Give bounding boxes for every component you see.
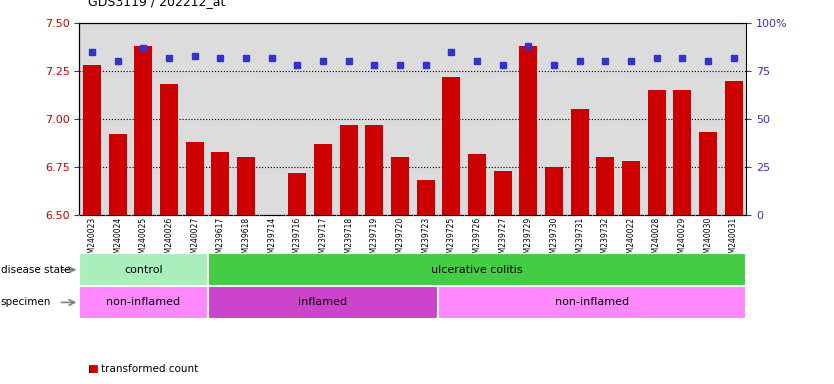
Bar	[134, 46, 153, 215]
Text: GSM240031: GSM240031	[729, 217, 738, 263]
Text: GSM239714: GSM239714	[267, 217, 276, 263]
Bar	[439, 286, 746, 319]
Bar	[596, 157, 615, 215]
Bar	[545, 167, 563, 215]
Bar	[186, 142, 203, 215]
Text: GSM239725: GSM239725	[447, 217, 456, 263]
Bar	[79, 253, 208, 286]
Text: GSM239618: GSM239618	[242, 217, 250, 263]
Text: GSM240026: GSM240026	[164, 217, 173, 263]
Text: GSM239731: GSM239731	[575, 217, 584, 263]
Text: specimen: specimen	[1, 297, 51, 308]
Bar	[622, 161, 640, 215]
Bar	[79, 286, 208, 319]
Text: non-inflamed: non-inflamed	[106, 297, 180, 308]
Text: GSM240025: GSM240025	[139, 217, 148, 263]
Text: GSM240030: GSM240030	[703, 217, 712, 263]
Text: disease state: disease state	[1, 265, 70, 275]
Text: GSM240029: GSM240029	[678, 217, 686, 263]
Bar	[520, 46, 537, 215]
Text: GSM239726: GSM239726	[473, 217, 481, 263]
Text: inflamed: inflamed	[299, 297, 348, 308]
Bar	[468, 154, 486, 215]
Text: GSM240027: GSM240027	[190, 217, 199, 263]
Text: GSM240024: GSM240024	[113, 217, 123, 263]
Bar	[211, 152, 229, 215]
Text: GSM240023: GSM240023	[88, 217, 97, 263]
Text: GSM240028: GSM240028	[652, 217, 661, 263]
Text: GSM239730: GSM239730	[550, 217, 559, 263]
Text: GSM239719: GSM239719	[369, 217, 379, 263]
Text: GDS3119 / 202212_at: GDS3119 / 202212_at	[88, 0, 225, 8]
Bar	[208, 286, 439, 319]
Text: GSM239717: GSM239717	[319, 217, 328, 263]
Text: GSM239729: GSM239729	[524, 217, 533, 263]
Text: ■: ■	[88, 364, 98, 374]
Text: GSM239732: GSM239732	[600, 217, 610, 263]
Bar	[442, 77, 460, 215]
Text: GSM240022: GSM240022	[626, 217, 636, 263]
Bar	[673, 90, 691, 215]
Text: control: control	[124, 265, 163, 275]
Text: ■ transformed count: ■ transformed count	[88, 364, 198, 374]
Bar	[699, 132, 717, 215]
Bar	[108, 134, 127, 215]
Text: GSM239718: GSM239718	[344, 217, 353, 263]
Bar	[365, 125, 384, 215]
Bar	[417, 180, 435, 215]
Bar	[237, 157, 255, 215]
Bar	[289, 173, 306, 215]
Bar	[570, 109, 589, 215]
Bar	[648, 90, 666, 215]
Text: non-inflamed: non-inflamed	[555, 297, 630, 308]
Bar	[83, 65, 101, 215]
Bar	[160, 84, 178, 215]
Text: GSM239723: GSM239723	[421, 217, 430, 263]
Bar	[208, 253, 746, 286]
Text: ulcerative colitis: ulcerative colitis	[431, 265, 523, 275]
Bar	[314, 144, 332, 215]
Bar	[494, 171, 511, 215]
Bar	[339, 125, 358, 215]
Text: GSM239617: GSM239617	[216, 217, 225, 263]
Bar	[725, 81, 742, 215]
Text: GSM239716: GSM239716	[293, 217, 302, 263]
Bar	[391, 157, 409, 215]
Text: GSM239720: GSM239720	[395, 217, 404, 263]
Text: GSM239727: GSM239727	[498, 217, 507, 263]
